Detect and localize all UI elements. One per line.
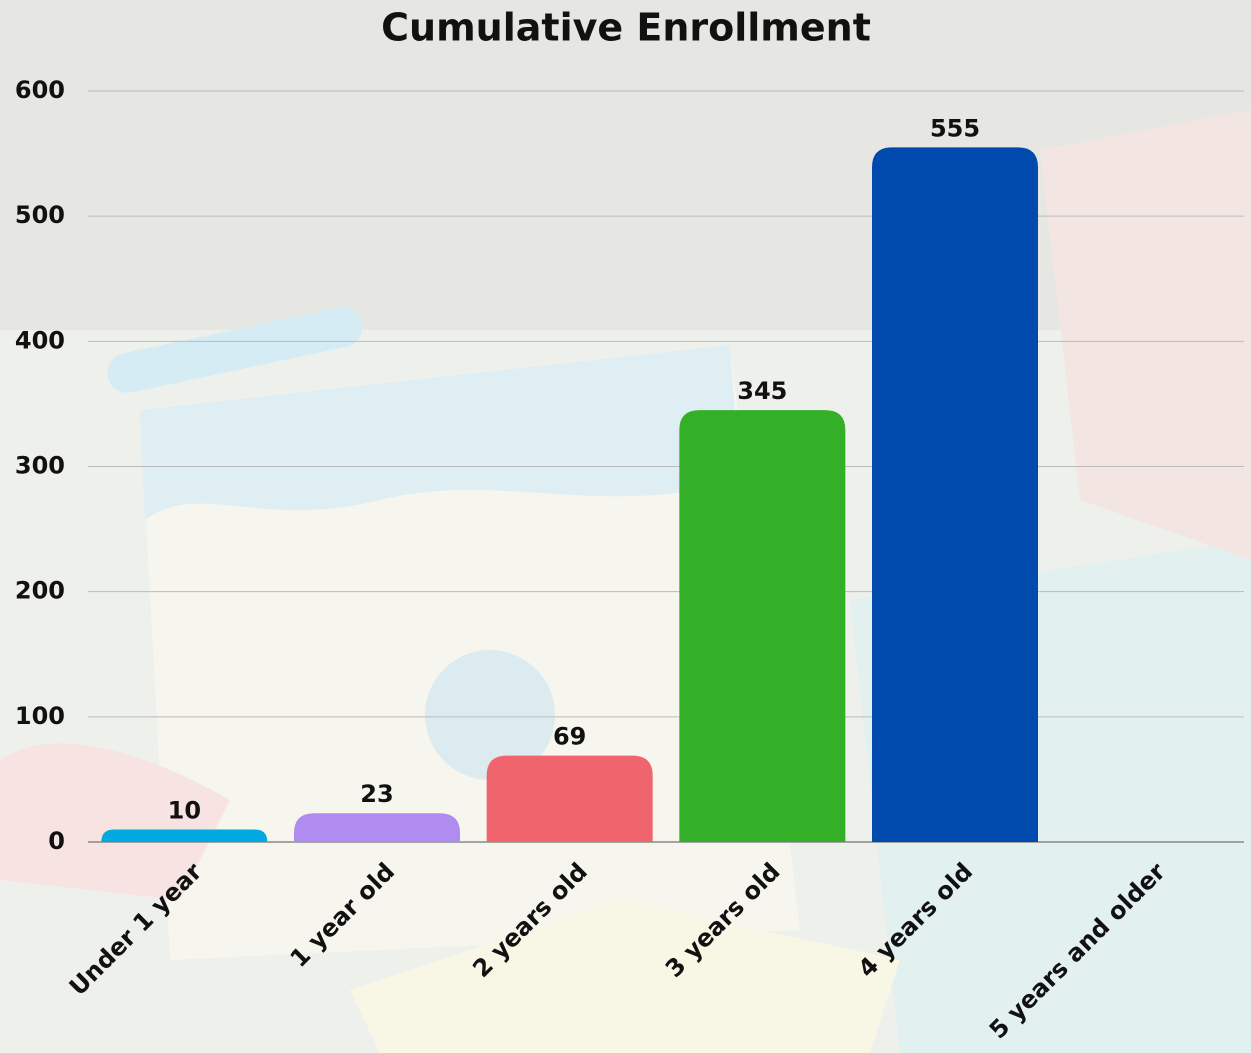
bar bbox=[486, 755, 653, 842]
value-label: 10 bbox=[168, 796, 201, 824]
value-label: 555 bbox=[930, 114, 980, 142]
y-tick-label: 200 bbox=[15, 577, 65, 605]
bar bbox=[872, 147, 1038, 842]
y-tick-label: 600 bbox=[15, 76, 65, 104]
bar bbox=[101, 829, 268, 842]
y-tick-label: 300 bbox=[15, 452, 65, 480]
value-label: 23 bbox=[360, 780, 393, 808]
value-label: 345 bbox=[737, 377, 787, 405]
y-tick-label: 0 bbox=[48, 827, 65, 855]
bar bbox=[679, 410, 846, 842]
y-tick-label: 100 bbox=[15, 702, 65, 730]
y-tick-label: 500 bbox=[15, 201, 65, 229]
chart-title: Cumulative Enrollment bbox=[381, 6, 871, 50]
value-label: 69 bbox=[553, 723, 586, 751]
bar bbox=[294, 813, 460, 842]
y-tick-label: 400 bbox=[15, 326, 65, 354]
